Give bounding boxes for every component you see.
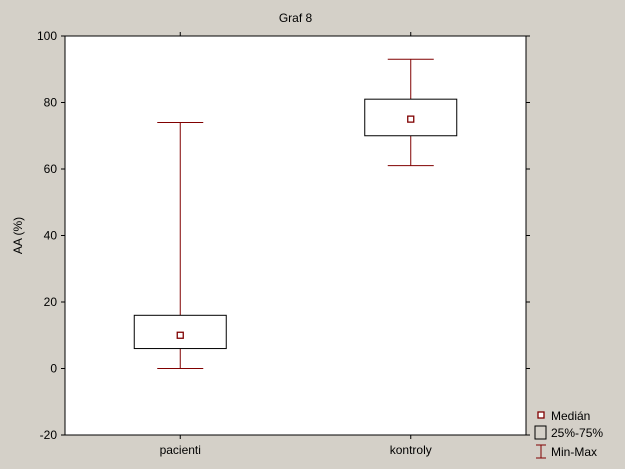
y-tick-label: 40 [44,229,58,243]
x-tick-label: kontroly [390,443,432,457]
median-marker [176,331,184,339]
legend-box-marker [534,425,547,440]
legend-whisker-label: Min-Max [551,445,597,459]
y-tick-label: 80 [44,96,58,110]
y-axis-label: AA (%) [11,217,25,254]
y-tick-label: 0 [50,362,57,376]
y-axis: -20 0 20 40 60 80 100 [37,29,530,442]
legend: Medián 25%-75% Min-Max [534,409,603,459]
plot-area [64,35,527,436]
box-pacienti [133,121,227,369]
legend-median-marker [537,411,545,419]
legend-box-label: 25%-75% [551,426,603,440]
x-axis: pacienti kontroly [160,32,432,457]
chart-title: Graf 8 [279,11,313,25]
median-marker [407,115,415,123]
y-tick-label: 20 [44,295,58,309]
boxes [133,58,458,369]
y-tick-label: 100 [37,29,57,43]
legend-whisker-marker [536,444,546,459]
x-tick-label: pacienti [160,443,201,457]
y-tick-label: -20 [40,428,58,442]
iqr-box [364,98,458,137]
y-tick-label: 60 [44,162,58,176]
iqr-box [133,314,227,350]
box-kontroly [364,58,458,167]
legend-median-label: Medián [551,409,590,423]
